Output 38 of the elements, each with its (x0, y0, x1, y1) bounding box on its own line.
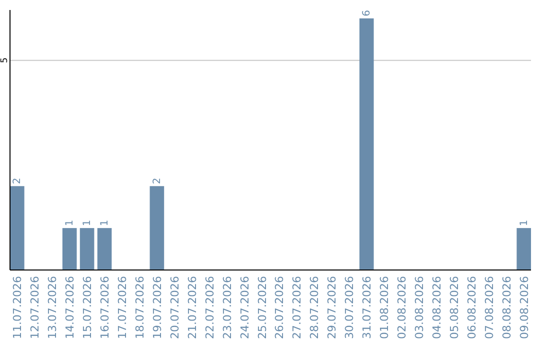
data-label: 1 (82, 220, 94, 226)
x-tick-label: 13.07.2026 (46, 276, 60, 339)
x-tick-label: 27.07.2026 (290, 276, 304, 339)
x-tick-label: 05.08.2026 (448, 276, 461, 339)
x-tick-label: 01.08.2026 (378, 276, 392, 339)
y-tick-label: 5 (0, 57, 10, 64)
x-tick-label: 19.07.2026 (150, 276, 164, 339)
x-tick-label: 23.07.2026 (220, 276, 234, 339)
data-label: 1 (64, 220, 76, 226)
x-tick-label: 16.07.2026 (98, 276, 112, 339)
data-label: 2 (152, 178, 163, 184)
x-tick-label: 20.07.2026 (168, 276, 182, 339)
x-tick-label: 22.07.2026 (203, 276, 216, 339)
x-tick-label: 14.07.2026 (64, 276, 77, 339)
x-tick-label: 30.07.2026 (343, 276, 356, 339)
x-tick-label: 25.07.2026 (256, 276, 269, 339)
x-tick-label: 24.07.2026 (238, 276, 252, 339)
x-tick-label: 08.08.2026 (500, 276, 514, 339)
x-tick-label: 31.07.2026 (360, 276, 374, 339)
x-tick-label: 18.07.2026 (133, 276, 146, 339)
x-tick-label: 12.07.2026 (28, 276, 42, 339)
data-label: 1 (518, 220, 530, 226)
x-tick-label: 21.07.2026 (186, 276, 199, 339)
x-tick-label: 11.07.2026 (11, 276, 24, 339)
data-label: 2 (12, 178, 24, 184)
data-label: 1 (100, 220, 111, 226)
x-tick-label: 17.07.2026 (116, 276, 129, 339)
x-tick-label: 15.07.2026 (81, 276, 94, 339)
x-tick-label: 26.07.2026 (273, 276, 286, 339)
x-tick-label: 29.07.2026 (326, 276, 339, 339)
x-tick-label: 09.08.2026 (518, 276, 531, 339)
x-tick-label: 02.08.2026 (396, 276, 409, 339)
x-tick-label: 06.08.2026 (465, 276, 478, 339)
x-tick-label: 03.08.2026 (413, 276, 426, 339)
x-tick-label: 04.08.2026 (430, 276, 444, 339)
x-tick-label: 07.08.2026 (482, 276, 496, 339)
data-label: 6 (362, 10, 373, 16)
x-tick-label: 28.07.2026 (308, 276, 322, 339)
